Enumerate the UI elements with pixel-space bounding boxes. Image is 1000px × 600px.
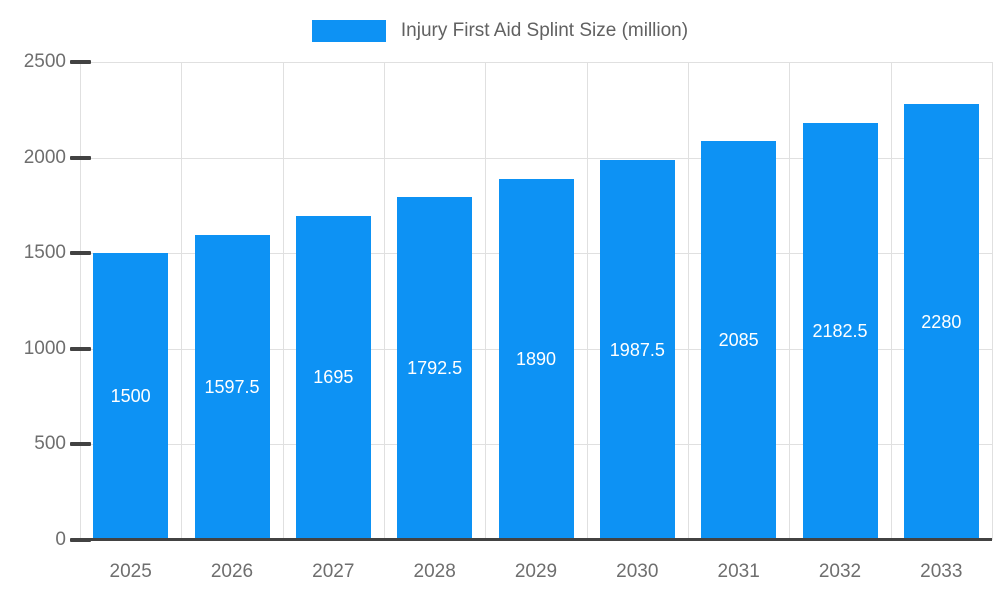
x-axis-label: 2033 [920, 561, 963, 582]
y-axis-label: 2500 [23, 51, 66, 72]
plot-area: 0 500 1000 1500 2000 2500 1500 2025 1597.5 2026 16… [24, 51, 993, 582]
x-axis-label: 2028 [413, 561, 456, 582]
x-axis-label: 2030 [616, 561, 659, 582]
bar-value-label: 1987.5 [609, 339, 665, 360]
bar: 1695 [295, 215, 371, 540]
x-gridline [688, 62, 689, 540]
x-gridline [80, 62, 81, 540]
bar: 1500 [93, 253, 169, 540]
bar-value-label: 1890 [515, 348, 557, 369]
x-axis-line [80, 538, 992, 541]
x-gridline [384, 62, 385, 540]
y-axis-tick [70, 251, 91, 256]
y-axis-label: 1000 [23, 337, 66, 359]
x-gridline [282, 62, 284, 540]
bar-value-label: 1597.5 [204, 376, 260, 397]
x-axis-label: 2026 [210, 561, 254, 582]
bar: 1792.5 [397, 197, 473, 540]
bar: 2182.5 [802, 122, 878, 540]
y-axis-tick [70, 346, 91, 351]
x-axis-label: 2029 [514, 561, 558, 582]
bar-value-label: 2085 [718, 330, 759, 351]
legend-swatch [311, 20, 386, 42]
y-axis-tick [70, 60, 91, 64]
bar: 2280 [903, 104, 979, 540]
chart-legend: Injury First Aid Splint Size (million) [0, 20, 1000, 42]
y-axis-tick [70, 442, 91, 447]
x-gridline [586, 62, 588, 540]
x-axis-label: 2031 [717, 561, 760, 582]
bar: 1987.5 [599, 160, 675, 540]
y-axis-label: 2000 [23, 146, 66, 168]
y-axis-label: 1500 [23, 242, 66, 264]
x-axis-label: 2027 [312, 561, 355, 582]
bar-value-label: 1500 [110, 386, 151, 407]
x-axis-label: 2032 [818, 561, 862, 582]
x-gridline [789, 62, 791, 540]
y-axis-label: 500 [34, 433, 66, 455]
bar: 2085 [701, 141, 777, 540]
y-gridline [80, 62, 992, 63]
y-axis-tick [70, 155, 91, 160]
chart-title: Injury First Aid Splint Size (million) [400, 20, 689, 41]
x-gridline [181, 62, 183, 540]
y-gridline [80, 157, 992, 159]
x-gridline [992, 62, 993, 540]
y-axis-label: 0 [55, 529, 66, 550]
bar: 1890 [498, 178, 574, 540]
x-axis-label: 2025 [109, 561, 152, 582]
y-axis-tick [70, 538, 91, 542]
bar: 1597.5 [194, 234, 270, 540]
bar-value-label: 1792.5 [407, 358, 463, 379]
bar-value-label: 2280 [921, 311, 962, 332]
bar-value-label: 2182.5 [812, 320, 868, 341]
bar-value-label: 1695 [313, 367, 354, 388]
x-gridline [890, 62, 892, 540]
x-gridline [485, 62, 487, 540]
